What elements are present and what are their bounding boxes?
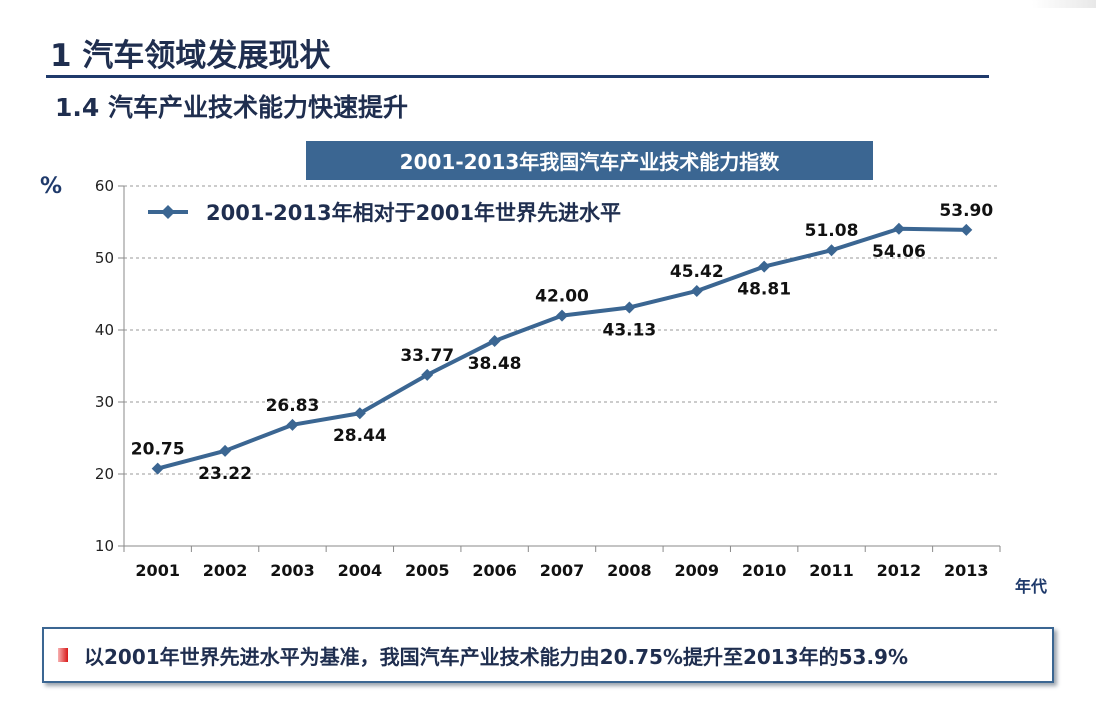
- x-tick-label: 2002: [203, 561, 248, 580]
- y-axis-label: %: [40, 174, 63, 199]
- chart-title-banner: 2001-2013年我国汽车产业技术能力指数: [306, 141, 873, 180]
- title-divider: [46, 75, 989, 78]
- x-tick-label: 2012: [877, 561, 922, 580]
- x-tick-label: 2003: [270, 561, 315, 580]
- line-chart: 10 20 30 40 50 60 2001 2002 2003 2004 2005 2006 2007…: [95, 177, 1001, 580]
- page-title: 1 汽车领域发展现状: [50, 38, 331, 74]
- data-point-marker: [488, 334, 501, 347]
- y-tick-label: 50: [95, 249, 114, 267]
- x-tick-label: 2005: [405, 561, 450, 580]
- y-tick-label: 30: [95, 393, 114, 411]
- x-tick-label: 2006: [472, 561, 517, 580]
- data-point-marker: [286, 418, 299, 431]
- x-axis-label: 年代: [1015, 577, 1048, 596]
- x-tick-label: 2010: [742, 561, 787, 580]
- data-label: 43.13: [602, 320, 656, 340]
- data-label: 20.75: [131, 440, 185, 460]
- section-subtitle: 1.4 汽车产业技术能力快速提升: [55, 93, 408, 122]
- data-point-marker: [960, 223, 973, 236]
- data-point-marker: [353, 407, 366, 420]
- data-point-marker: [151, 462, 164, 475]
- data-label: 28.44: [333, 426, 387, 446]
- data-point-marker: [556, 309, 568, 322]
- data-label: 48.81: [737, 280, 791, 300]
- legend-marker: [161, 205, 175, 219]
- x-tick-label: 2008: [607, 561, 652, 580]
- data-label: 33.77: [400, 346, 454, 366]
- data-point-marker: [758, 260, 771, 273]
- summary-note-text: 以2001年世界先进水平为基准，我国汽车产业技术能力由20.75%提升至2013…: [84, 644, 909, 669]
- x-tick-label: 2009: [675, 561, 720, 580]
- y-tick-label: 10: [95, 537, 114, 555]
- data-point-marker: [623, 301, 636, 314]
- bullet-square-icon: [58, 648, 68, 662]
- series-line: [157, 226, 967, 471]
- x-tick-label: 2004: [338, 561, 383, 580]
- data-label: 38.48: [468, 354, 522, 374]
- summary-note: 以2001年世界先进水平为基准，我国汽车产业技术能力由20.75%提升至2013…: [42, 627, 1054, 683]
- x-tick-label: 2011: [809, 561, 854, 580]
- y-tick-label: 20: [95, 465, 114, 483]
- data-label: 54.06: [872, 242, 926, 262]
- data-label: 45.42: [670, 262, 724, 282]
- x-tick-label: 2013: [944, 561, 989, 580]
- data-point-marker: [825, 244, 838, 257]
- data-label: 53.90: [939, 201, 993, 221]
- y-tick-label: 40: [95, 321, 114, 339]
- data-point-marker: [892, 222, 905, 235]
- x-tick-label: 2007: [540, 561, 585, 580]
- legend-label: 2001-2013年相对于2001年世界先进水平: [206, 201, 621, 225]
- data-label: 42.00: [535, 287, 589, 307]
- data-point-marker: [690, 284, 703, 297]
- data-point-marker: [421, 368, 434, 381]
- data-label: 51.08: [805, 221, 859, 241]
- data-label: 26.83: [266, 396, 320, 416]
- data-label: 23.22: [198, 464, 252, 484]
- data-point-marker: [219, 444, 232, 457]
- x-tick-label: 2001: [135, 561, 180, 580]
- y-tick-label: 60: [95, 177, 114, 195]
- corner-decoration: [1032, 0, 1096, 8]
